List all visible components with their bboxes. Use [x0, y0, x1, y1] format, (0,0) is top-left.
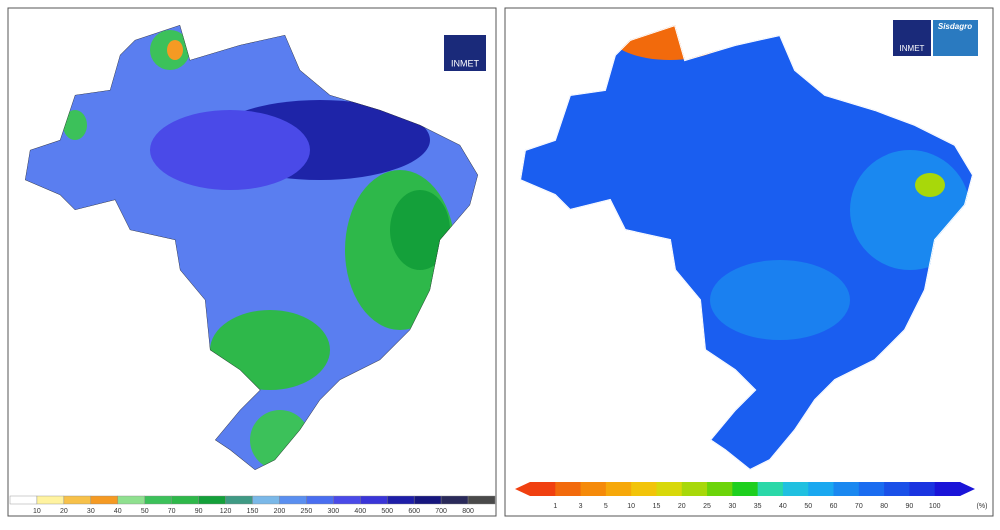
legend-label: 40 [114, 508, 122, 515]
legend-label: 500 [381, 508, 393, 515]
legend-swatch [63, 495, 92, 505]
legend-swatch [252, 495, 280, 505]
legend-label: 150 [247, 508, 259, 515]
legend-label: 700 [435, 508, 447, 515]
legend-swatch [90, 495, 118, 505]
legend-swatch [808, 482, 835, 496]
legend-swatch [413, 495, 442, 505]
legend-swatch [757, 482, 784, 496]
legend-label: 3 [579, 503, 583, 510]
legend-swatch [656, 482, 683, 496]
legend-swatch [36, 495, 65, 505]
legend-label: 5 [604, 503, 608, 510]
legend-label: 30 [728, 503, 736, 510]
legend-swatch [440, 495, 469, 505]
legend-swatch [833, 482, 860, 496]
brand-text: Sisdagro [938, 22, 972, 31]
legend-swatch [333, 495, 361, 505]
legend-swatch [707, 482, 733, 496]
legend-swatch [9, 495, 38, 505]
legend-swatch [117, 495, 145, 505]
legend-swatch [225, 495, 253, 505]
legend-label: 250 [301, 508, 313, 515]
legend-swatch [858, 482, 885, 496]
legend-label: 20 [60, 508, 68, 515]
legend-swatch [631, 482, 657, 496]
legend-swatch [909, 482, 936, 496]
legend-arrow [515, 482, 530, 496]
legend-swatch [198, 495, 226, 505]
legend-label: 90 [906, 503, 914, 510]
legend-swatch [782, 482, 809, 496]
legend-arrow [960, 482, 975, 496]
legend-label: 35 [754, 503, 762, 510]
logo-text: INMET [900, 44, 925, 53]
legend-swatch [884, 482, 910, 496]
legend-label: 200 [274, 508, 286, 515]
legend-swatch [530, 482, 556, 496]
legend-label: 80 [880, 503, 888, 510]
right-legend: 1 3 5 10 15 20 25 30 35 40 50 60 70 80 90 100 (%) [515, 482, 987, 510]
legend-label: 10 [33, 508, 41, 515]
legend-unit: (%) [977, 503, 988, 510]
left-legend: 10 20 30 40 50 70 90 120 150 200 250 300 400 500 600 70… [9, 495, 496, 515]
legend-label: 1 [553, 503, 557, 510]
legend-label: 15 [653, 503, 661, 510]
legend-label: 300 [327, 508, 339, 515]
logo [893, 20, 931, 56]
legend-label: 10 [627, 503, 635, 510]
legend-swatch [580, 482, 607, 496]
legend-label: 90 [195, 508, 203, 515]
legend-label: 100 [929, 503, 941, 510]
legend-label: 400 [354, 508, 366, 515]
brand-logo [933, 20, 978, 56]
legend-label: 800 [462, 508, 474, 515]
left-map [25, 25, 478, 470]
legend-swatch [934, 482, 961, 496]
legend-label: 70 [855, 503, 863, 510]
legend-label: 120 [220, 508, 232, 515]
legend-swatch [279, 495, 307, 505]
legend-label: 70 [168, 508, 176, 515]
logo-text: INMET [451, 58, 480, 68]
legend-swatch [467, 495, 496, 505]
legend-swatch [732, 482, 759, 496]
legend-swatch [387, 495, 415, 505]
legend-swatch [360, 495, 388, 505]
legend-swatch [681, 482, 708, 496]
logo [444, 35, 486, 71]
legend-label: 30 [87, 508, 95, 515]
legend-label: 20 [678, 503, 686, 510]
legend-label: 50 [804, 503, 812, 510]
legend-swatch [306, 495, 334, 505]
legend-label: 50 [141, 508, 149, 515]
legend-swatch [144, 495, 172, 505]
legend-label: 40 [779, 503, 787, 510]
legend-label: 25 [703, 503, 711, 510]
legend-swatch [555, 482, 582, 496]
legend-swatch [171, 495, 199, 505]
legend-swatch [605, 482, 632, 496]
legend-label: 600 [408, 508, 420, 515]
legend-label: 60 [830, 503, 838, 510]
